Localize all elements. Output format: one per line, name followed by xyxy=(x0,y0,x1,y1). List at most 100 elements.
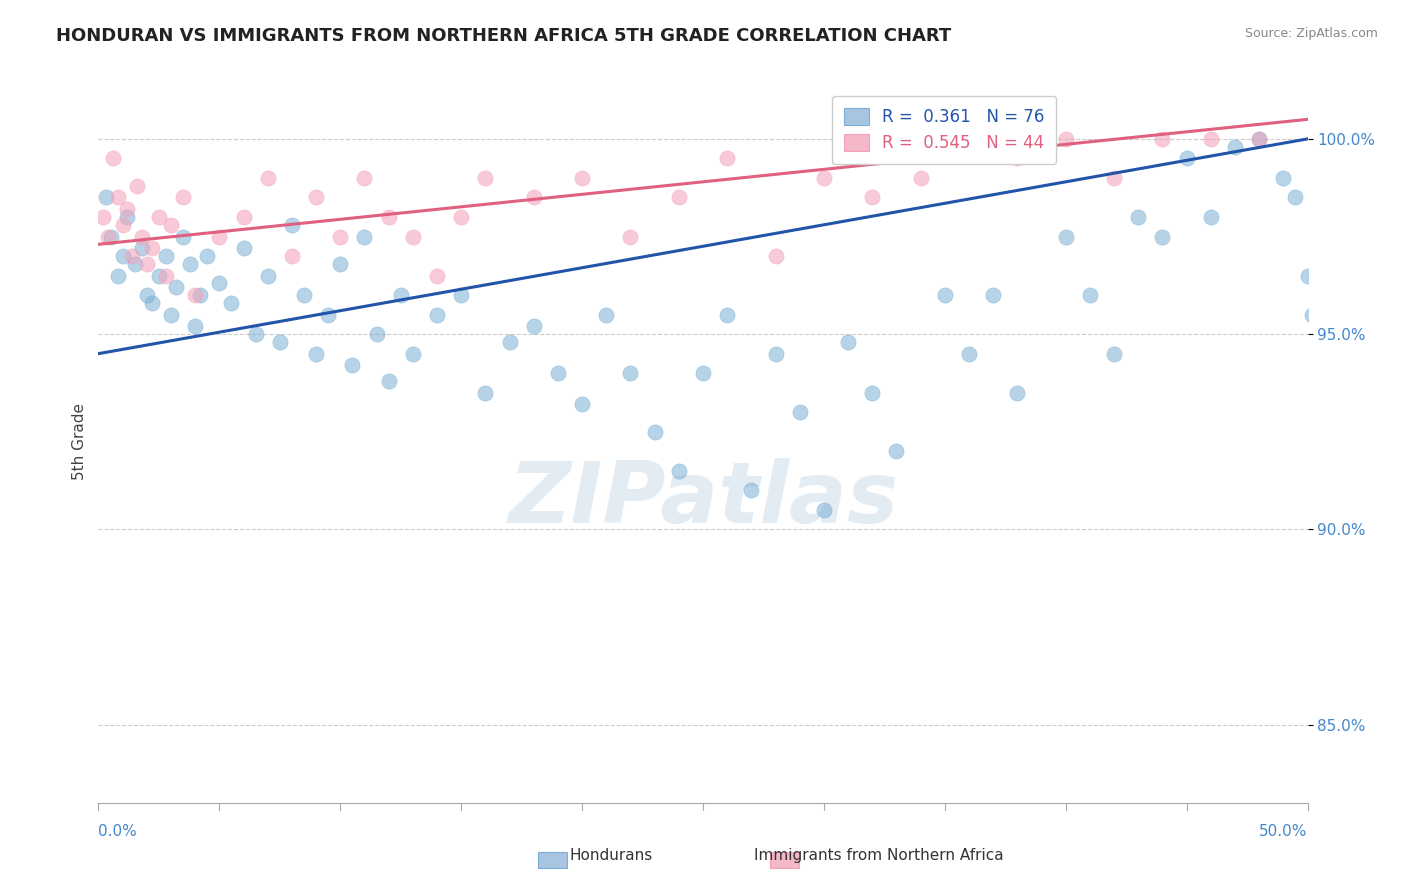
Point xyxy=(498,334,520,349)
Point xyxy=(837,334,859,349)
Point xyxy=(232,241,254,255)
Point xyxy=(353,229,375,244)
Point xyxy=(450,210,472,224)
Text: ZIPatlas: ZIPatlas xyxy=(508,458,898,541)
Point xyxy=(91,210,114,224)
Point xyxy=(1054,229,1077,244)
Point xyxy=(97,229,120,244)
Text: 0.0%: 0.0% xyxy=(98,824,138,839)
Point xyxy=(1152,229,1174,244)
Point xyxy=(1223,139,1246,153)
Point xyxy=(1310,190,1333,204)
Text: HONDURAN VS IMMIGRANTS FROM NORTHERN AFRICA 5TH GRADE CORRELATION CHART: HONDURAN VS IMMIGRANTS FROM NORTHERN AFR… xyxy=(56,27,952,45)
Point xyxy=(1175,152,1198,166)
Point xyxy=(127,178,149,193)
Point xyxy=(1272,170,1295,185)
Point xyxy=(474,170,496,185)
Point xyxy=(329,257,352,271)
Point xyxy=(1284,190,1306,204)
Point xyxy=(910,170,932,185)
Point xyxy=(1320,132,1343,146)
Point xyxy=(668,464,690,478)
Point xyxy=(281,218,304,232)
Text: 50.0%: 50.0% xyxy=(1260,824,1308,839)
Point xyxy=(256,170,278,185)
Point xyxy=(135,288,157,302)
Point xyxy=(1078,288,1101,302)
Point xyxy=(94,190,117,204)
Point xyxy=(860,190,883,204)
Point xyxy=(100,229,122,244)
Point xyxy=(644,425,666,439)
Point xyxy=(1249,132,1271,146)
Point xyxy=(765,249,787,263)
Point xyxy=(184,288,207,302)
Point xyxy=(155,268,177,283)
Point xyxy=(155,249,177,263)
Point xyxy=(377,210,399,224)
Point xyxy=(160,218,183,232)
Point xyxy=(305,346,328,360)
Point xyxy=(1054,132,1077,146)
Point xyxy=(111,249,134,263)
Point xyxy=(813,503,835,517)
Point xyxy=(450,288,472,302)
Point xyxy=(1249,132,1271,146)
Point xyxy=(426,268,449,283)
Point xyxy=(813,170,835,185)
Point xyxy=(121,249,143,263)
Point xyxy=(329,229,352,244)
Point xyxy=(389,288,412,302)
Point xyxy=(165,280,187,294)
Point xyxy=(221,296,243,310)
Point xyxy=(619,366,641,380)
Point xyxy=(124,257,146,271)
Point xyxy=(141,296,163,310)
Point xyxy=(957,132,980,146)
Point xyxy=(316,308,339,322)
Point xyxy=(860,385,883,400)
Point xyxy=(117,202,139,216)
Text: Immigrants from Northern Africa: Immigrants from Northern Africa xyxy=(754,848,1004,863)
Point xyxy=(232,210,254,224)
Point xyxy=(571,170,593,185)
Point xyxy=(957,346,980,360)
Point xyxy=(148,210,170,224)
Point xyxy=(305,190,328,204)
Point xyxy=(101,152,124,166)
Point xyxy=(934,288,956,302)
Point xyxy=(716,152,738,166)
Point xyxy=(1152,132,1174,146)
Point xyxy=(111,218,134,232)
Point xyxy=(342,359,364,373)
Point xyxy=(208,229,231,244)
Point xyxy=(981,288,1004,302)
Point xyxy=(547,366,569,380)
Point xyxy=(172,229,194,244)
Point xyxy=(716,308,738,322)
Legend: R =  0.361   N = 76, R =  0.545   N = 44: R = 0.361 N = 76, R = 0.545 N = 44 xyxy=(832,95,1056,164)
Point xyxy=(172,190,194,204)
Point xyxy=(668,190,690,204)
Point xyxy=(160,308,183,322)
Point xyxy=(619,229,641,244)
Point xyxy=(523,319,546,334)
Point xyxy=(141,241,163,255)
Point xyxy=(886,444,908,458)
Point xyxy=(1199,132,1222,146)
Point xyxy=(1102,170,1125,185)
Point xyxy=(131,229,153,244)
Point xyxy=(523,190,546,204)
Point xyxy=(692,366,714,380)
Point xyxy=(179,257,201,271)
Point xyxy=(366,327,388,342)
Point xyxy=(208,277,231,291)
Point xyxy=(188,288,211,302)
Point xyxy=(292,288,315,302)
Point xyxy=(1296,268,1319,283)
Point xyxy=(131,241,153,255)
Point xyxy=(1301,308,1323,322)
Point xyxy=(789,405,811,419)
Point xyxy=(107,190,129,204)
Point xyxy=(1199,210,1222,224)
